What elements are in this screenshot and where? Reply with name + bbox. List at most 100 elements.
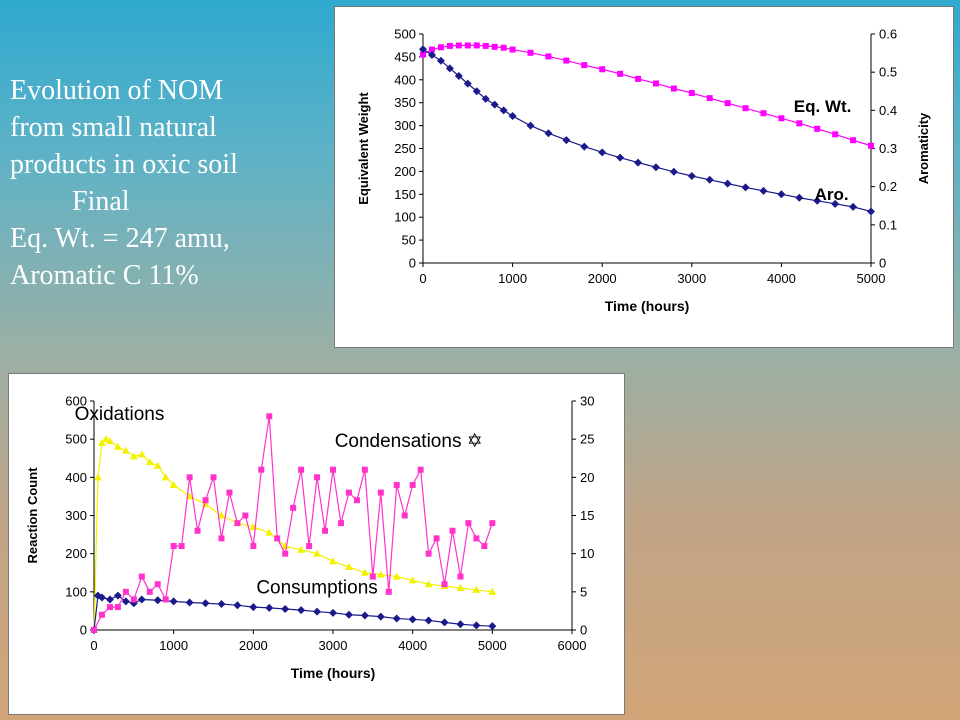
y-tick-label: 300 xyxy=(394,118,416,133)
condensations-point xyxy=(441,581,448,588)
oxidations-point xyxy=(129,452,138,460)
eq-wt-point xyxy=(760,110,767,117)
eq-wt-point xyxy=(500,44,507,51)
consumptions-point xyxy=(129,599,138,608)
equivalent-weight-chart: 0 1000 2000 3000 4000 5000 0 50 100 150 200 250 300 3… xyxy=(334,6,954,348)
x-tick-label: 2000 xyxy=(239,638,268,653)
aro-point xyxy=(526,121,535,130)
slide-text-block: Evolution of NOM from small natural prod… xyxy=(10,72,330,294)
aro-point xyxy=(490,100,499,109)
condensations-point xyxy=(385,588,392,595)
aro-point xyxy=(419,45,427,54)
aro-point xyxy=(669,167,678,176)
y2-tick-label: 10 xyxy=(580,546,594,561)
condensations-point xyxy=(433,535,440,542)
eq-wt-point xyxy=(778,115,785,122)
eq-wt-point xyxy=(670,85,677,92)
y-tick-label: 300 xyxy=(65,508,87,523)
condensations-point xyxy=(465,520,472,527)
eq-wt-point xyxy=(428,46,435,53)
aro-point xyxy=(741,183,750,192)
condensations-point xyxy=(178,543,185,550)
condensations-point xyxy=(146,588,153,595)
aro-point xyxy=(616,153,625,162)
consumptions-point xyxy=(297,606,306,615)
eq-wt-point xyxy=(706,95,713,102)
y2-tick-label: 5 xyxy=(580,584,587,599)
oxidations-series xyxy=(90,435,497,633)
consumptions-point xyxy=(376,612,385,621)
consumptions-point xyxy=(105,595,114,604)
eq-wt-point xyxy=(796,120,803,127)
aro-point xyxy=(463,79,472,88)
aro-point xyxy=(831,199,840,208)
condensations-point xyxy=(218,535,225,542)
consumptions-point xyxy=(488,622,497,631)
y-tick-label: 500 xyxy=(394,27,416,42)
x-tick-label: 1000 xyxy=(159,638,188,653)
condensations-point xyxy=(369,573,376,580)
oxidations-point xyxy=(161,473,170,481)
consumptions-point xyxy=(344,610,353,619)
eq-wt-point xyxy=(868,142,874,149)
slide-line-5: Eq. Wt. = 247 amu, xyxy=(10,223,230,254)
consumptions-point xyxy=(392,614,401,623)
condensations-point xyxy=(170,543,177,550)
x-tick-label: 5000 xyxy=(478,638,507,653)
x-tick-label: 5000 xyxy=(857,271,886,286)
y-tick-label: 0 xyxy=(409,256,416,271)
x-axis-title: Time (hours) xyxy=(291,665,376,681)
aro-point xyxy=(481,94,490,103)
y-tick-label: 450 xyxy=(394,49,416,64)
condensations-point xyxy=(274,535,281,542)
aro-point xyxy=(705,175,714,184)
x-tick-label: 4000 xyxy=(767,271,796,286)
eq-wt-point xyxy=(742,105,749,112)
condensations-series xyxy=(91,413,496,633)
eq-wt-point xyxy=(563,57,570,64)
eq-wt-series xyxy=(420,42,874,149)
consumptions-point xyxy=(360,611,369,620)
eq-wt-point xyxy=(455,42,462,49)
oxidations-point xyxy=(392,572,401,580)
consumptions-point xyxy=(185,598,194,607)
condensations-point xyxy=(457,573,464,580)
condensations-point xyxy=(417,466,424,473)
oxidations-point xyxy=(113,442,122,450)
condensations-point xyxy=(210,474,217,481)
oxidations-point xyxy=(97,438,106,446)
aro-point xyxy=(867,207,875,216)
oxidations-point xyxy=(344,563,353,571)
consumptions-point xyxy=(329,608,337,617)
aro-point xyxy=(499,106,508,115)
aro-point xyxy=(562,136,571,145)
y2-tick-label: 0 xyxy=(580,623,587,638)
aro-point xyxy=(634,158,643,167)
aro-point xyxy=(472,87,481,96)
aro-point xyxy=(427,50,436,59)
oxidations-point xyxy=(105,437,114,445)
condensations-point xyxy=(489,520,496,527)
condensations-point xyxy=(202,497,209,504)
oxidations-point xyxy=(217,511,226,519)
aro-point xyxy=(651,163,660,172)
aro-point xyxy=(598,148,607,157)
y-axis-title: Reaction Count xyxy=(25,467,40,564)
condensations-point xyxy=(322,527,329,534)
aro-point xyxy=(687,171,696,180)
reaction-count-chart: 0 1000 2000 3000 4000 5000 6000 0 100 200 300 400 50… xyxy=(8,373,625,715)
y-tick-label: 600 xyxy=(65,394,87,409)
consumptions-point xyxy=(113,591,122,600)
annotation-eq-wt: Eq. Wt. xyxy=(794,97,852,116)
condensations-point xyxy=(226,489,233,496)
oxidations-point xyxy=(201,500,210,508)
condensations-point xyxy=(290,504,297,511)
y-tick-label: 400 xyxy=(394,72,416,87)
slide-line-4: Final xyxy=(72,186,130,217)
condensations-point xyxy=(481,543,488,550)
oxidations-point xyxy=(313,549,322,557)
x-tick-label: 3000 xyxy=(677,271,706,286)
consumptions-point xyxy=(440,618,449,627)
condensations-point xyxy=(282,550,289,557)
condensations-point xyxy=(106,604,113,611)
